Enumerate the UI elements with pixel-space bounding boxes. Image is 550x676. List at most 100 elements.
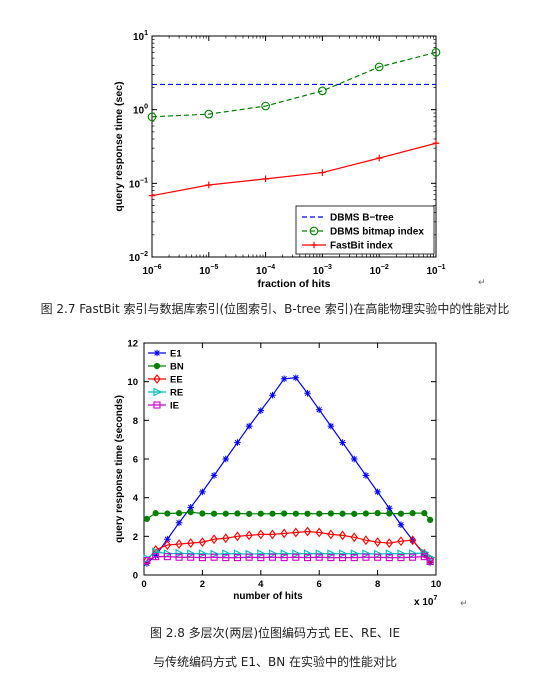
data-point	[327, 549, 337, 559]
data-point	[351, 510, 358, 518]
data-point	[175, 553, 183, 561]
data-point	[426, 559, 434, 566]
data-point	[175, 519, 183, 527]
data-point	[210, 510, 218, 517]
y-tick-label: 12	[127, 339, 138, 350]
data-point	[245, 530, 253, 541]
legend-marker	[153, 362, 161, 370]
return-mark: ↵	[460, 599, 468, 609]
y-tick-label: 4	[133, 493, 139, 504]
data-point	[143, 556, 151, 565]
data-point	[374, 553, 382, 561]
data-point	[233, 531, 242, 542]
data-point	[281, 510, 288, 517]
legend-marker	[310, 241, 318, 249]
series-line	[151, 142, 437, 197]
data-point	[210, 553, 218, 561]
data-point	[292, 510, 299, 517]
data-point	[175, 539, 183, 549]
data-point	[350, 532, 358, 543]
data-point	[222, 554, 230, 562]
x-tick-label: 10	[431, 579, 442, 590]
data-point	[338, 530, 347, 541]
series-line	[146, 556, 431, 562]
data-point	[292, 553, 300, 561]
data-point	[198, 549, 208, 559]
legend-label: RE	[170, 388, 183, 399]
legend-label: DBMS B−tree	[330, 213, 394, 224]
y-axis-label: query response time (seconds)	[114, 395, 125, 543]
legend-label: DBMS bitmap index	[330, 227, 424, 238]
data-point	[199, 510, 206, 517]
x-tick-label: 10−5	[199, 264, 218, 277]
series-line	[146, 377, 431, 564]
x-tick-label: 10−4	[256, 264, 275, 277]
data-point	[280, 554, 288, 562]
x-tick-label: 2	[200, 579, 205, 590]
data-point	[385, 554, 393, 562]
data-point	[409, 510, 416, 517]
data-point	[327, 554, 335, 562]
data-point	[246, 510, 253, 518]
x-tick-label: 10−3	[313, 264, 332, 277]
data-point	[409, 553, 417, 561]
data-point	[245, 422, 253, 430]
y-tick-label: 6	[133, 455, 138, 466]
data-point	[152, 553, 160, 561]
y-tick-label: 101	[133, 30, 148, 43]
data-point	[339, 439, 346, 446]
y-tick-label: 10−1	[129, 177, 148, 190]
data-point	[187, 504, 195, 511]
x-axis-label: number of hits	[233, 591, 303, 602]
data-point	[152, 552, 159, 559]
data-point	[420, 548, 430, 558]
data-point	[316, 510, 323, 517]
data-point	[233, 554, 241, 562]
data-point	[397, 521, 405, 529]
data-point	[198, 554, 206, 562]
data-point	[222, 533, 230, 544]
data-point	[257, 510, 264, 517]
data-point	[245, 553, 253, 561]
data-point	[292, 527, 300, 538]
data-point	[386, 510, 393, 517]
y-tick-label: 2	[133, 532, 138, 543]
data-point	[397, 536, 405, 547]
data-point	[268, 529, 277, 540]
data-point	[234, 439, 241, 446]
data-point	[385, 549, 395, 559]
data-point	[397, 549, 407, 559]
data-point	[210, 534, 218, 545]
data-point	[222, 510, 229, 517]
data-point	[257, 529, 265, 540]
data-point	[303, 554, 312, 562]
data-point	[374, 488, 381, 496]
data-point	[210, 472, 218, 479]
data-point	[397, 510, 405, 517]
data-point	[362, 472, 370, 479]
data-point	[339, 510, 346, 517]
data-point	[164, 535, 171, 543]
data-point	[431, 47, 441, 57]
data-point	[257, 549, 267, 559]
legend-marker	[153, 401, 161, 409]
y-tick-label: 0	[133, 571, 138, 582]
data-point	[198, 537, 207, 548]
figure-caption-2-7: 图 2.7 FastBit 索引与数据库索引(位图索引、B-tree 索引)在高…	[40, 302, 510, 316]
y-tick-label: 10	[127, 377, 138, 388]
data-point	[257, 407, 265, 414]
data-point	[318, 86, 327, 96]
data-point	[421, 510, 428, 517]
data-point	[175, 548, 185, 558]
x-tick-label: 10−6	[142, 264, 161, 277]
data-point	[187, 509, 194, 516]
data-point	[280, 375, 288, 383]
y-axis-label: query response time (sec)	[113, 81, 125, 211]
data-point	[163, 540, 172, 550]
data-point	[374, 510, 381, 517]
data-point	[327, 510, 334, 517]
data-point	[385, 538, 393, 549]
data-point	[204, 109, 214, 119]
x-tick-label: 4	[258, 579, 264, 590]
data-point	[233, 549, 243, 559]
